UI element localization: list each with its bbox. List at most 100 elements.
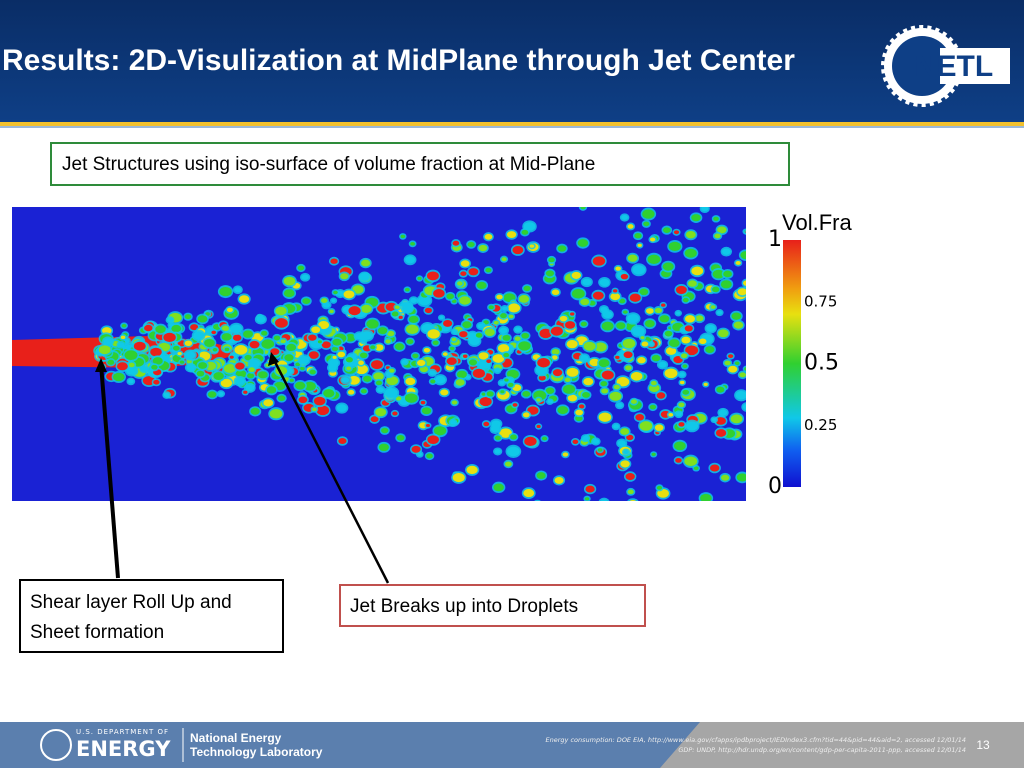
droplet [103,338,113,345]
droplet [550,326,563,336]
droplet [615,266,621,271]
droplet [508,303,521,313]
droplet [446,293,454,300]
droplet [708,527,713,531]
droplet [642,209,655,219]
droplet [706,324,716,332]
droplet [234,287,242,293]
droplet [494,435,501,441]
droplet [462,321,472,329]
droplet [352,285,364,294]
colorbar-tick-label: 1 [768,227,782,252]
droplet [664,330,673,337]
droplet [649,237,656,242]
droplet [462,354,468,358]
droplet [601,321,614,331]
droplet [330,258,338,264]
droplet [331,299,336,303]
droplet [734,361,740,366]
droplet [712,286,720,293]
droplet [678,422,685,427]
droplet [679,380,685,385]
droplet [359,352,368,359]
droplet [396,434,405,441]
colorbar-ticks: 1 0.75 0.5 0.25 0 [768,227,839,499]
droplet [737,288,746,296]
droplet [460,260,470,267]
droplet [318,320,330,330]
droplet [635,414,645,421]
droplet [424,307,433,314]
droplet [637,243,642,247]
droplet [652,196,662,204]
droplet [512,246,524,255]
droplet [547,399,553,404]
droplet [366,319,379,329]
droplet [639,288,649,296]
droplet [468,359,477,366]
droplet [421,407,432,415]
droplet [481,392,486,396]
droplet [375,408,387,417]
droplet [728,354,734,359]
callout: Jet Breaks up into Droplets [350,596,578,617]
droplet [451,299,457,303]
droplet [675,285,687,295]
droplet [510,434,517,440]
droplet [295,362,301,367]
droplet [499,428,512,438]
droplet [212,348,218,352]
droplet [693,466,699,470]
droplet [711,536,718,541]
droplet [582,278,592,286]
droplet [541,436,548,441]
droplet [235,370,247,379]
droplet [600,381,608,387]
droplet [266,386,277,394]
droplet [508,314,514,319]
droplet [243,330,253,338]
droplet [625,365,632,371]
droplet [678,402,685,408]
droplet [728,365,738,373]
droplet [507,382,514,388]
droplet [244,354,252,361]
droplet [308,351,319,359]
droplet [521,229,529,235]
droplet [213,372,224,380]
droplet [649,342,654,346]
droplet [598,497,610,501]
droplet [739,372,746,378]
droplet [405,288,410,292]
droplet [358,360,364,365]
droplet [294,381,306,390]
droplet [467,241,475,248]
droplet [411,445,421,453]
droplet [495,368,500,373]
droplet [184,340,193,347]
droplet [313,396,326,406]
droplet [565,321,576,329]
arrow [271,357,390,584]
droplet [261,330,268,336]
droplet [507,446,520,457]
droplet [717,226,727,234]
droplet [190,324,199,331]
droplet [594,342,607,352]
droplet [647,254,661,265]
droplet [345,333,356,342]
droplet [623,450,629,455]
droplet [360,304,372,313]
droplet [551,355,558,360]
droplet [451,400,458,405]
droplet [120,335,126,340]
droplet [514,327,522,333]
droplet [668,339,680,347]
droplet [300,366,305,371]
droplet [504,461,512,467]
droplet [536,398,541,402]
droplet [656,392,666,399]
droplet [709,534,719,543]
droplet [662,227,671,234]
droplet [230,324,243,334]
